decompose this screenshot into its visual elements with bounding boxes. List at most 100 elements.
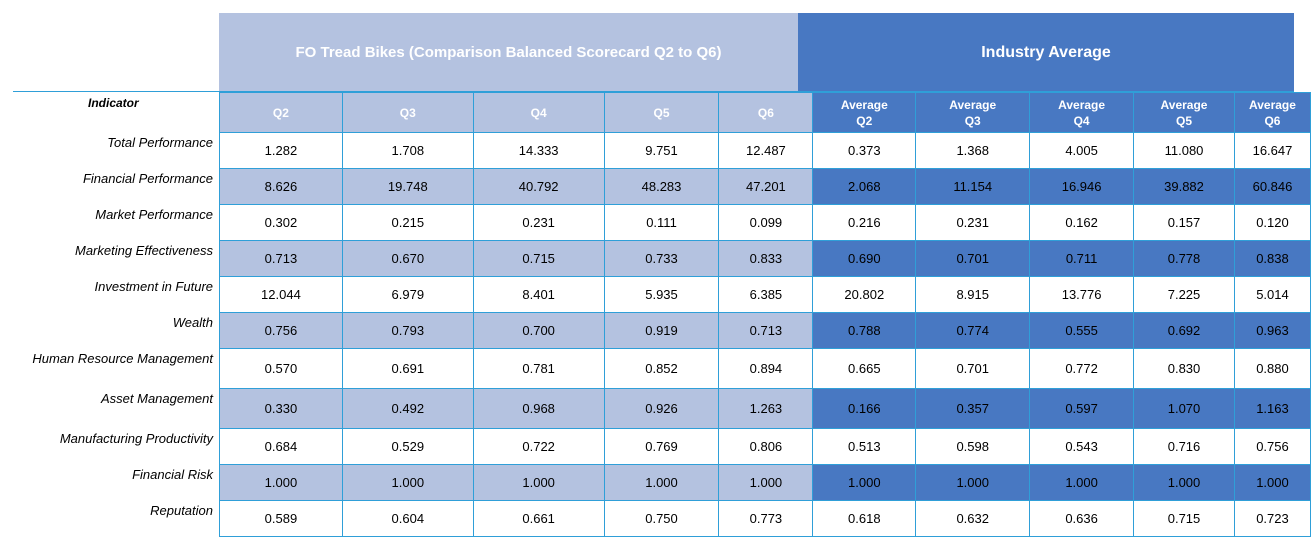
- industry-value-cell: 0.166: [812, 388, 917, 429]
- industry-value-cell: 11.080: [1133, 132, 1235, 169]
- company-value-cell: 0.733: [603, 240, 720, 277]
- company-value-cell: 0.684: [219, 428, 343, 465]
- company-value-cell: 0.330: [219, 388, 343, 429]
- company-value-cell: 12.487: [718, 132, 814, 169]
- column-header-average-q3: Average Q3: [915, 92, 1031, 133]
- column-header-average-q2: Average Q2: [812, 92, 917, 133]
- industry-value-cell: 0.598: [915, 428, 1031, 465]
- company-value-cell: 0.099: [718, 204, 814, 241]
- column-header-q4: Q4: [472, 92, 605, 133]
- company-title: FO Tread Bikes (Comparison Balanced Scor…: [295, 44, 722, 61]
- company-value-cell: 0.852: [603, 348, 720, 389]
- company-value-cell: 0.833: [718, 240, 814, 277]
- indicator-label: Market Performance: [95, 207, 213, 222]
- industry-value-cell: 0.701: [915, 348, 1031, 389]
- industry-value-cell: 1.000: [1133, 464, 1235, 501]
- company-value-cell: 0.769: [603, 428, 720, 465]
- column-header-line: Q4: [1073, 113, 1090, 128]
- company-value-cell: 12.044: [219, 276, 343, 313]
- table-row: 0.330 0.492 0.968 0.926 1.263 0.166 0.357 0.597…: [219, 388, 1311, 429]
- company-value-cell: 0.806: [718, 428, 814, 465]
- company-value-cell: 0.750: [603, 500, 720, 537]
- industry-value-cell: 0.162: [1029, 204, 1135, 241]
- industry-value-cell: 0.373: [812, 132, 917, 169]
- industry-value-cell: 0.715: [1133, 500, 1235, 537]
- company-value-cell: 1.708: [341, 132, 474, 169]
- company-value-cell: 0.773: [718, 500, 814, 537]
- company-value-cell: 19.748: [341, 168, 474, 205]
- company-value-cell: 0.715: [472, 240, 605, 277]
- indicator-label: Reputation: [150, 503, 213, 518]
- column-header-line: Average: [840, 97, 888, 112]
- table-row: 0.684 0.529 0.722 0.769 0.806 0.513 0.598 0.543…: [219, 428, 1311, 465]
- column-header-q2: Q2: [219, 92, 343, 133]
- industry-value-cell: 0.597: [1029, 388, 1135, 429]
- industry-value-cell: 0.513: [812, 428, 917, 465]
- table-row: 1.282 1.708 14.333 9.751 12.487 0.373 1.368 4.0…: [219, 132, 1311, 169]
- industry-value-cell: 0.772: [1029, 348, 1135, 389]
- column-header-q6: Q6: [718, 92, 814, 133]
- company-value-cell: 9.751: [603, 132, 720, 169]
- indicator-label: Total Performance: [107, 135, 213, 150]
- column-header-line: Average: [949, 97, 997, 112]
- column-header-average-q6: Average Q6: [1233, 92, 1311, 133]
- column-header-line: Q2: [856, 113, 873, 128]
- industry-value-cell: 4.005: [1029, 132, 1135, 169]
- company-value-cell: 1.263: [718, 388, 814, 429]
- industry-value-cell: 0.690: [812, 240, 917, 277]
- column-header-line: Q3: [964, 113, 981, 128]
- table-row: 12.044 6.979 8.401 5.935 6.385 20.802 8.915 13.…: [219, 276, 1311, 313]
- company-value-cell: 0.722: [472, 428, 605, 465]
- column-header-q3: Q3: [341, 92, 474, 133]
- indicator-label: Wealth: [172, 315, 213, 330]
- company-value-cell: 1.000: [472, 464, 605, 501]
- indicator-label: Investment in Future: [94, 279, 214, 294]
- company-value-cell: 0.919: [603, 312, 720, 349]
- industry-value-cell: 0.778: [1133, 240, 1235, 277]
- industry-value-cell: 7.225: [1133, 276, 1235, 313]
- indicator-label: Marketing Effectiveness: [74, 243, 213, 258]
- industry-value-cell: 1.368: [915, 132, 1031, 169]
- industry-value-cell: 1.000: [812, 464, 917, 501]
- table-row: 0.302 0.215 0.231 0.111 0.099 0.216 0.231 0.162…: [219, 204, 1311, 241]
- industry-value-cell: 2.068: [812, 168, 917, 205]
- industry-value-cell: 0.963: [1233, 312, 1311, 349]
- table-row: 0.756 0.793 0.700 0.919 0.713 0.788 0.774 0.555…: [219, 312, 1311, 349]
- company-value-cell: 14.333: [472, 132, 605, 169]
- industry-value-cell: 0.774: [915, 312, 1031, 349]
- industry-value-cell: 1.163: [1233, 388, 1311, 429]
- industry-value-cell: 39.882: [1133, 168, 1235, 205]
- column-header-line: Q5: [1176, 113, 1193, 128]
- industry-value-cell: 0.231: [915, 204, 1031, 241]
- industry-value-cell: 0.701: [915, 240, 1031, 277]
- company-value-cell: 6.979: [341, 276, 474, 313]
- company-value-cell: 0.756: [219, 312, 343, 349]
- company-value-cell: 47.201: [718, 168, 814, 205]
- company-value-cell: 0.781: [472, 348, 605, 389]
- company-value-cell: 8.626: [219, 168, 343, 205]
- company-value-cell: 0.691: [341, 348, 474, 389]
- industry-value-cell: 0.838: [1233, 240, 1311, 277]
- scorecard-table: Q2 Q3 Q4 Q5 Q6 Average Q2 Average Q3 Average Q4 Ave…: [219, 92, 1311, 537]
- table-row: 0.713 0.670 0.715 0.733 0.833 0.690 0.701 0.711…: [219, 240, 1311, 277]
- company-value-cell: 0.492: [341, 388, 474, 429]
- industry-value-cell: 0.157: [1133, 204, 1235, 241]
- company-value-cell: 1.000: [341, 464, 474, 501]
- column-header-line: Q6: [1264, 113, 1281, 128]
- industry-value-cell: 5.014: [1233, 276, 1311, 313]
- industry-value-cell: 0.665: [812, 348, 917, 389]
- industry-value-cell: 0.543: [1029, 428, 1135, 465]
- company-value-cell: 0.604: [341, 500, 474, 537]
- column-header-average-q5: Average Q5: [1133, 92, 1235, 133]
- industry-value-cell: 13.776: [1029, 276, 1135, 313]
- company-value-cell: 0.700: [472, 312, 605, 349]
- industry-value-cell: 0.632: [915, 500, 1031, 537]
- company-value-cell: 0.968: [472, 388, 605, 429]
- company-value-cell: 0.231: [472, 204, 605, 241]
- company-header: FO Tread Bikes (Comparison Balanced Scor…: [219, 13, 798, 92]
- industry-value-cell: 0.711: [1029, 240, 1135, 277]
- company-value-cell: 0.713: [219, 240, 343, 277]
- header-divider: [13, 91, 1294, 92]
- company-value-cell: 0.661: [472, 500, 605, 537]
- indicator-column-header: Indicator: [88, 96, 139, 110]
